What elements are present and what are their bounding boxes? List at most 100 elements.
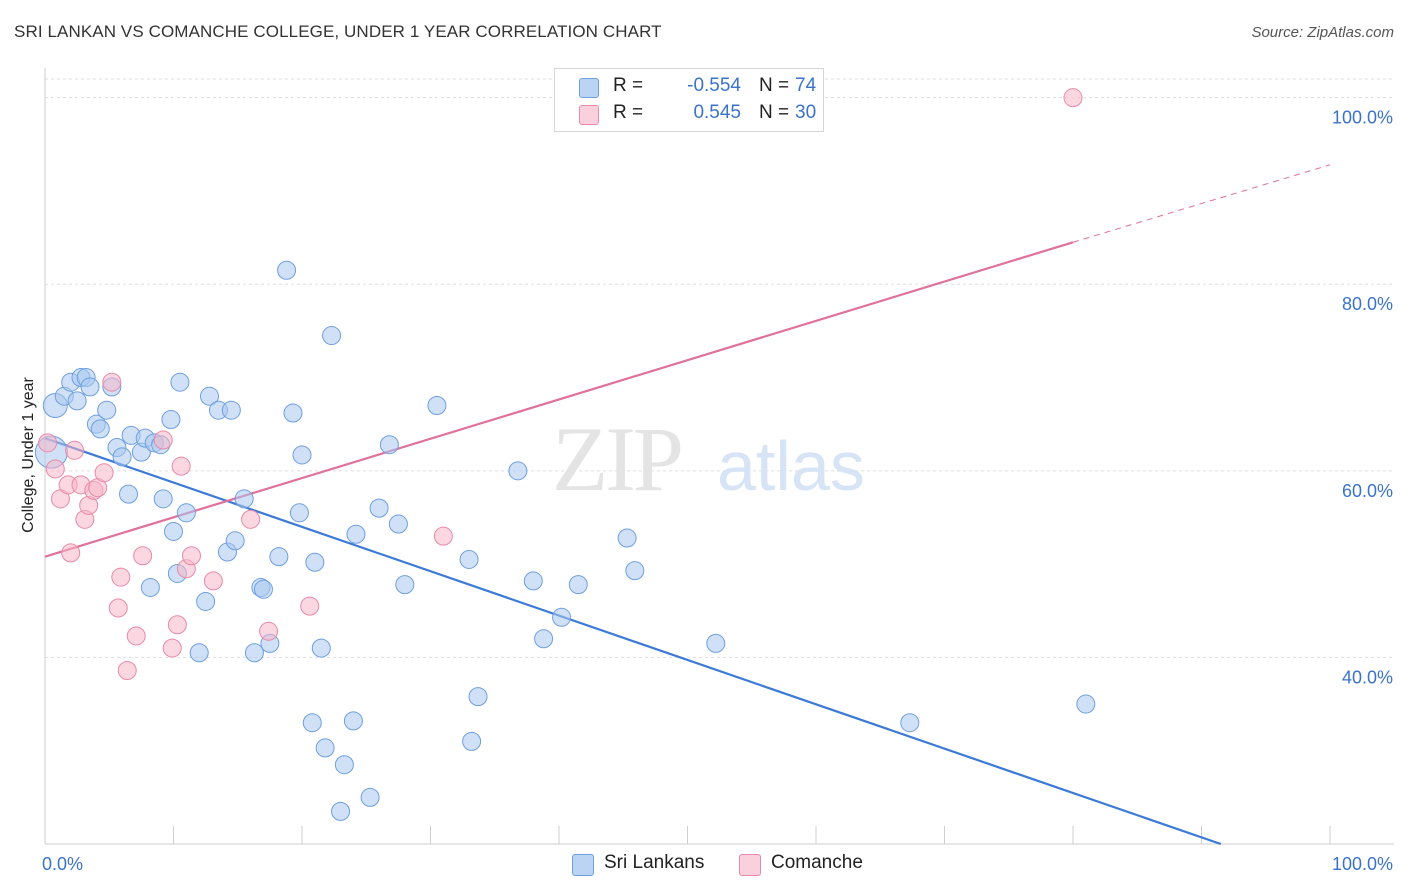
point-sri-lankans: [346, 524, 366, 544]
point-comanche: [65, 440, 85, 460]
y-tick-label: 100.0%: [1332, 108, 1393, 128]
legend-n-value: 30: [795, 102, 817, 123]
tick-labels: 40.0% 60.0% 80.0% 100.0% 0.0% 100.0%: [42, 108, 1393, 874]
point-comanche: [117, 660, 137, 680]
watermark-atlas: atlas: [717, 427, 865, 505]
point-comanche: [38, 433, 58, 453]
point-comanche: [167, 615, 187, 635]
point-sri-lankans: [244, 643, 264, 663]
point-sri-lankans: [379, 435, 399, 455]
series-sri-lankans: [34, 260, 1096, 821]
point-comanche: [111, 567, 131, 587]
point-sri-lankans: [170, 372, 190, 392]
point-sri-lankans: [225, 531, 245, 551]
data-points: [34, 88, 1096, 821]
point-sri-lankans: [534, 629, 554, 649]
point-sri-lankans: [617, 528, 637, 548]
point-sri-lankans: [119, 484, 139, 504]
trend-extension-comanche: [1072, 164, 1331, 243]
y-tick-label: 80.0%: [1342, 294, 1393, 314]
point-sri-lankans: [269, 547, 289, 567]
point-comanche: [94, 463, 114, 483]
point-sri-lankans: [625, 561, 645, 581]
legend-swatch-sri-lankans: [579, 78, 599, 98]
legend-r-value: -0.554: [687, 75, 741, 96]
legend-r-value: 0.545: [693, 102, 741, 123]
legend-label-sri-lankans: Sri Lankans: [604, 852, 705, 873]
point-sri-lankans: [199, 386, 219, 406]
point-sri-lankans: [462, 731, 482, 751]
point-sri-lankans: [277, 260, 297, 280]
point-sri-lankans: [189, 643, 209, 663]
point-sri-lankans: [97, 400, 117, 420]
point-sri-lankans: [334, 755, 354, 775]
point-comanche: [171, 456, 191, 476]
point-comanche: [61, 543, 81, 563]
point-sri-lankans: [552, 607, 572, 627]
watermark-zip: ZIP: [552, 408, 681, 510]
point-sri-lankans: [343, 711, 363, 731]
y-axis-label: College, Under 1 year: [20, 377, 37, 533]
point-sri-lankans: [289, 503, 309, 523]
point-sri-lankans: [80, 377, 100, 397]
point-comanche: [203, 571, 223, 591]
point-comanche: [162, 638, 182, 658]
point-sri-lankans: [508, 461, 528, 481]
point-sri-lankans: [302, 713, 322, 733]
point-sri-lankans: [164, 521, 183, 541]
trend-line-comanche: [44, 241, 1074, 558]
legend-n-label: N =: [759, 102, 790, 123]
point-sri-lankans: [161, 410, 181, 430]
grid-lines: [45, 78, 1394, 658]
point-sri-lankans: [253, 579, 273, 599]
y-tick-label: 60.0%: [1342, 481, 1393, 501]
series-comanche: [38, 88, 1083, 680]
legend-swatch-comanche: [739, 854, 761, 876]
point-comanche: [1063, 88, 1083, 108]
point-sri-lankans: [196, 591, 216, 611]
point-comanche: [133, 546, 153, 566]
point-comanche: [259, 621, 279, 641]
y-tick-label: 40.0%: [1342, 667, 1393, 687]
point-sri-lankans: [153, 489, 173, 509]
point-sri-lankans: [706, 633, 726, 653]
point-sri-lankans: [523, 571, 543, 591]
point-sri-lankans: [1076, 694, 1096, 714]
source-label: Source: ZipAtlas.com: [1251, 24, 1394, 41]
point-sri-lankans: [112, 447, 132, 467]
point-sri-lankans: [315, 738, 335, 758]
point-sri-lankans: [221, 400, 241, 420]
point-sri-lankans: [427, 396, 447, 416]
point-comanche: [153, 430, 173, 450]
x-tick-label: 0.0%: [42, 854, 83, 874]
legend-swatch-sri-lankans: [572, 854, 594, 876]
point-sri-lankans: [283, 403, 303, 423]
point-sri-lankans: [360, 787, 380, 807]
point-sri-lankans: [331, 801, 351, 821]
point-sri-lankans: [388, 514, 408, 534]
legend-r-label: R =: [613, 102, 644, 123]
point-sri-lankans: [468, 687, 488, 707]
point-sri-lankans: [311, 638, 331, 658]
point-sri-lankans: [369, 498, 389, 518]
point-sri-lankans: [67, 391, 87, 411]
point-sri-lankans: [322, 326, 342, 346]
point-sri-lankans: [292, 445, 312, 465]
legend-n-label: N =: [759, 75, 790, 96]
legend-label-comanche: Comanche: [771, 852, 863, 873]
point-comanche: [108, 598, 128, 618]
point-sri-lankans: [176, 503, 196, 523]
chart-title: SRI LANKAN VS COMANCHE COLLEGE, UNDER 1 …: [14, 22, 662, 41]
point-sri-lankans: [305, 552, 325, 572]
point-sri-lankans: [459, 549, 479, 569]
point-sri-lankans: [234, 489, 254, 509]
point-sri-lankans: [395, 575, 415, 595]
point-sri-lankans: [900, 713, 920, 733]
point-sri-lankans: [90, 419, 110, 439]
point-sri-lankans: [140, 577, 160, 597]
watermark: ZIP atlas: [552, 408, 865, 510]
point-comanche: [102, 372, 122, 392]
point-comanche: [126, 626, 146, 646]
point-comanche: [433, 526, 453, 546]
